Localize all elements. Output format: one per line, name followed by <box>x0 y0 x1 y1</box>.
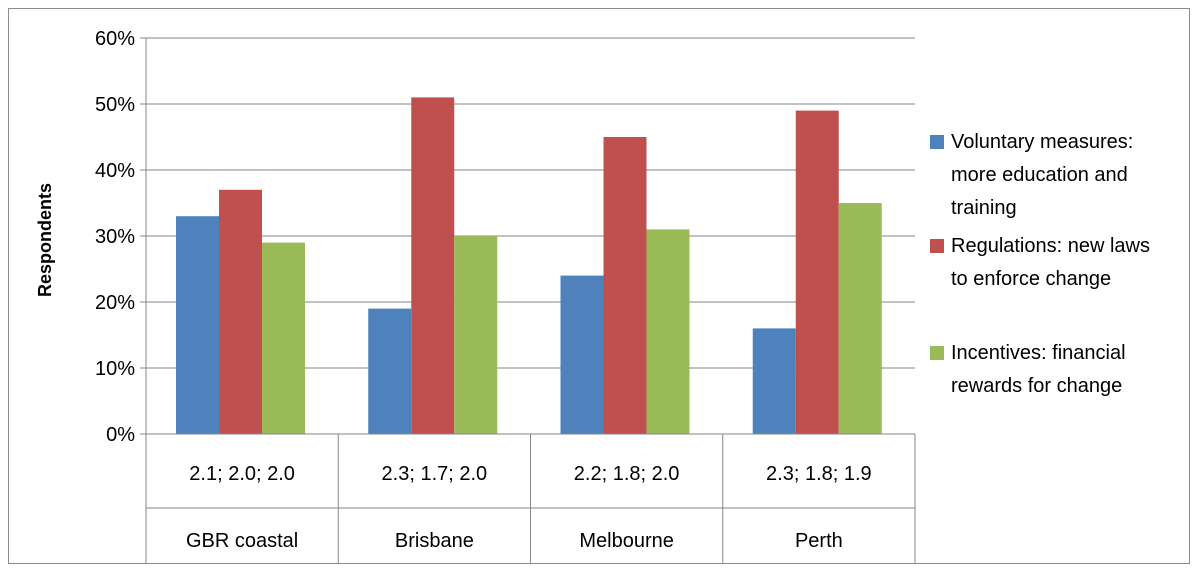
legend-label: more education and <box>951 164 1128 186</box>
x-sublabel: 2.3; 1.8; 1.9 <box>766 463 872 485</box>
legend-label: rewards for change <box>951 375 1122 397</box>
bar <box>752 328 796 434</box>
bar <box>646 229 690 434</box>
legend-label: Voluntary measures: <box>951 131 1133 153</box>
x-sublabel: 2.1; 2.0; 2.0 <box>189 463 295 485</box>
legend-swatch <box>930 239 944 253</box>
bar <box>838 203 882 434</box>
y-tick-label: 30% <box>95 226 135 248</box>
y-axis-title: Respondents <box>35 183 55 297</box>
bar <box>368 308 412 434</box>
legend-label: Incentives: financial <box>951 342 1126 364</box>
x-category-label: GBR coastal <box>186 530 298 552</box>
legend-swatch <box>930 135 944 149</box>
x-category-label: Brisbane <box>395 530 474 552</box>
legend-swatch <box>930 346 944 360</box>
x-category-label: Perth <box>795 530 843 552</box>
bar <box>411 97 455 435</box>
y-tick-label: 0% <box>106 424 135 446</box>
bar <box>560 275 604 434</box>
bar <box>795 110 839 434</box>
x-category-label: Melbourne <box>579 530 674 552</box>
legend-label: training <box>951 197 1017 219</box>
legend-label: Regulations: new laws <box>951 235 1150 257</box>
bar <box>603 137 647 434</box>
y-tick-label: 60% <box>95 28 135 50</box>
x-sublabel: 2.2; 1.8; 2.0 <box>574 463 680 485</box>
y-tick-label: 40% <box>95 160 135 182</box>
y-tick-label: 50% <box>95 94 135 116</box>
x-sublabel: 2.3; 1.7; 2.0 <box>382 463 488 485</box>
legend-label: to enforce change <box>951 268 1111 290</box>
y-tick-label: 10% <box>95 358 135 380</box>
bar <box>262 242 305 434</box>
bar <box>176 216 219 434</box>
y-tick-label: 20% <box>95 292 135 314</box>
bar <box>454 236 498 434</box>
bar <box>219 189 262 434</box>
